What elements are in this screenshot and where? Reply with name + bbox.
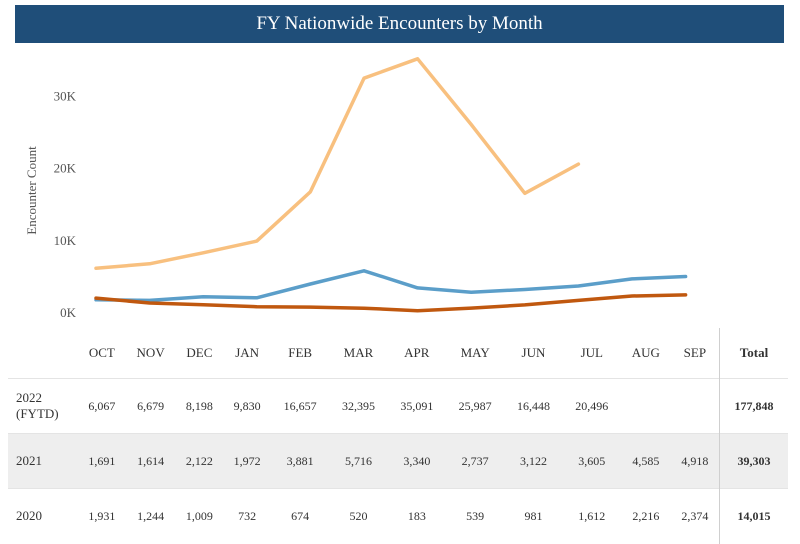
value-cell: 9,830 [223, 378, 271, 434]
table-header-row: OCT NOV DEC JAN FEB MAR APR MAY JUN JUL … [8, 328, 788, 379]
value-cell: 1,691 [78, 433, 126, 489]
value-cell: 732 [223, 488, 271, 544]
year-header [8, 328, 78, 379]
value-cell: 2,374 [670, 488, 720, 544]
value-cell: 2,737 [445, 433, 505, 489]
chart-title: FY Nationwide Encounters by Month [15, 5, 784, 43]
y-tick-label: 10K [54, 233, 77, 248]
value-cell [620, 378, 671, 434]
value-cell: 5,716 [329, 433, 388, 489]
series-line-2022 [94, 57, 581, 270]
value-cell: 16,448 [504, 378, 563, 434]
month-header: JUN [521, 345, 546, 360]
month-header: DEC [186, 345, 213, 360]
month-header: FEB [288, 345, 313, 360]
value-cell: 520 [329, 488, 388, 544]
value-cell: 3,340 [387, 433, 446, 489]
value-cell: 3,122 [504, 433, 563, 489]
series-line-2020 [94, 293, 688, 313]
value-cell: 8,198 [175, 378, 224, 434]
value-cell [670, 378, 720, 434]
value-cell: 1,244 [125, 488, 176, 544]
y-tick-label: 30K [54, 89, 77, 104]
line-chart: Encounter Count 0K 10K 20K 30K [24, 57, 688, 320]
value-cell: 1,614 [125, 433, 176, 489]
value-cell: 6,679 [125, 378, 176, 434]
month-header: OCT [88, 345, 115, 360]
month-header: MAY [460, 345, 490, 360]
y-tick-label: 20K [54, 161, 77, 176]
value-cell: 4,585 [620, 433, 671, 489]
value-cell: 674 [271, 488, 330, 544]
value-cell: 2,216 [620, 488, 671, 544]
value-cell: 1,972 [223, 433, 271, 489]
month-header: NOV [136, 345, 165, 360]
year-cell: 2022 (FYTD) [8, 378, 78, 434]
value-cell: 20,496 [562, 378, 621, 434]
month-header: JUL [580, 345, 603, 360]
series-line-2021 [94, 269, 688, 303]
value-cell: 32,395 [329, 378, 388, 434]
value-cell: 35,091 [387, 378, 446, 434]
month-header: SEP [683, 345, 707, 360]
value-cell: 3,605 [562, 433, 621, 489]
year-cell: 2020 [8, 488, 78, 544]
value-cell: 1,931 [78, 488, 126, 544]
value-cell: 183 [387, 488, 446, 544]
value-cell: 4,918 [670, 433, 720, 489]
month-header: AUG [631, 345, 660, 360]
data-table: OCT NOV DEC JAN FEB MAR APR MAY JUN JUL … [8, 328, 788, 544]
value-cell: 6,067 [78, 378, 126, 434]
total-cell: 39,303 [719, 433, 788, 489]
value-cell: 2,122 [175, 433, 224, 489]
value-cell: 539 [445, 488, 505, 544]
year-cell: 2021 [8, 433, 78, 489]
table-row: 2022 (FYTD) 6,067 6,679 8,198 9,830 16,65… [8, 378, 788, 434]
total-cell: 177,848 [719, 378, 788, 434]
value-cell: 25,987 [445, 378, 505, 434]
month-header: MAR [343, 345, 374, 360]
table-row: 2020 1,931 1,244 1,009 732 674 520 183 5… [8, 488, 788, 544]
month-header: JAN [235, 345, 260, 360]
month-header: APR [404, 345, 430, 360]
value-cell: 1,612 [562, 488, 621, 544]
total-cell: 14,015 [719, 488, 788, 544]
total-header: Total [719, 328, 788, 379]
value-cell: 1,009 [175, 488, 224, 544]
y-tick-label: 0K [60, 305, 77, 320]
table-row: 2021 1,691 1,614 2,122 1,972 3,881 5,716… [8, 433, 788, 489]
y-axis-label: Encounter Count [24, 146, 39, 235]
value-cell: 981 [504, 488, 563, 544]
value-cell: 3,881 [271, 433, 330, 489]
value-cell: 16,657 [271, 378, 330, 434]
